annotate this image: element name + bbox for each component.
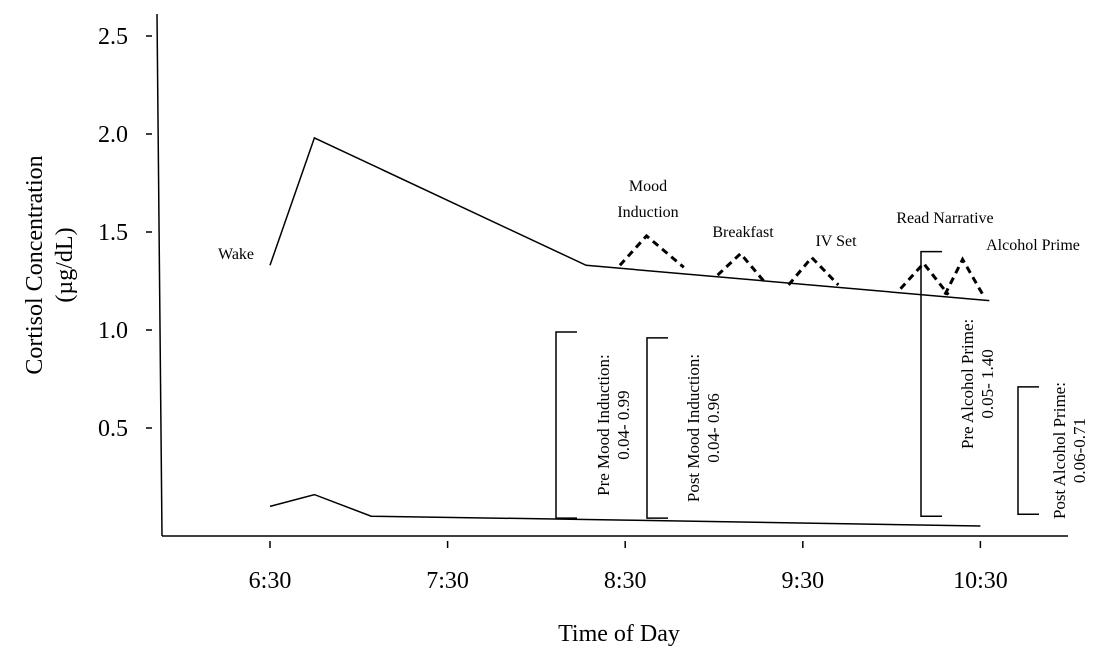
x-tick-label: 9:30 [781,568,824,594]
range-bracket-text: 0.04- 0.99 [614,390,633,459]
y-axis-title-line2: (µg/dL) [52,227,78,302]
event-marker-peak [943,256,986,298]
event-marker-label: Breakfast [712,224,774,241]
event-marker-label: Read Narrative [896,210,993,227]
x-ticks: 6:30 7:30 8:30 9:30 10:30 [249,541,1008,594]
range-bracket-label: Pre Mood Induction: 0.04- 0.99 [594,354,633,496]
series-line-2 [269,493,981,527]
wake-label: Wake [218,246,254,263]
event-marker-peak [787,255,840,286]
x-axis-title: Time of Day [558,621,680,647]
event-marker-label: Alcohol Prime [986,237,1080,254]
event-marker-label: IV Set [815,233,857,250]
x-tick-label: 8:30 [604,568,647,594]
y-axis-title-line1: Cortisol Concentration [22,155,48,374]
range-bracket-text: Pre Mood Induction: [594,354,613,496]
x-tick-label: 10:30 [953,568,1008,594]
range-bracket-label: Post Mood Induction: 0.04- 0.96 [684,354,723,502]
y-tick-label: 2.0 [98,122,128,148]
range-bracket [1017,386,1039,515]
range-bracket [555,331,577,519]
range-bracket-label: Pre Alcohol Prime: 0.05- 1.40 [958,319,997,449]
y-tick-label: 1.0 [98,318,128,344]
y-ticks: 2.5 2.0 1.5 1.0 0.5 [98,24,152,442]
series-line-1 [269,136,990,302]
x-tick-label: 7:30 [426,568,469,594]
range-bracket-label: Post Alcohol Prime: 0.06-0.71 [1050,382,1089,519]
range-bracket-text: 0.06-0.71 [1070,418,1089,483]
y-tick-label: 1.5 [98,220,128,246]
event-marker-label: Induction [617,204,678,221]
event-marker-peak [618,233,685,269]
events-layer: Mood Induction Breakfast IV Set Read Narrati… [617,178,1080,298]
event-marker-label: Mood [629,178,667,195]
range-bracket-text: Post Alcohol Prime: [1050,382,1069,519]
range-bracket [646,337,668,519]
event-marker-peak [899,261,950,296]
range-bracket-text: 0.05- 1.40 [978,349,997,418]
axes [156,13,1068,537]
range-bracket [920,250,942,517]
y-axis-line [156,13,163,537]
y-tick-label: 0.5 [98,416,128,442]
brackets-layer: Pre Mood Induction: 0.04- 0.99 Post Mood I… [555,250,1089,519]
x-tick-label: 6:30 [249,568,292,594]
range-bracket-text: 0.04- 0.96 [704,393,723,462]
range-bracket-text: Post Mood Induction: [684,354,703,502]
series-layer [269,136,990,527]
y-tick-label: 2.5 [98,24,128,50]
range-bracket-text: Pre Alcohol Prime: [958,319,977,449]
